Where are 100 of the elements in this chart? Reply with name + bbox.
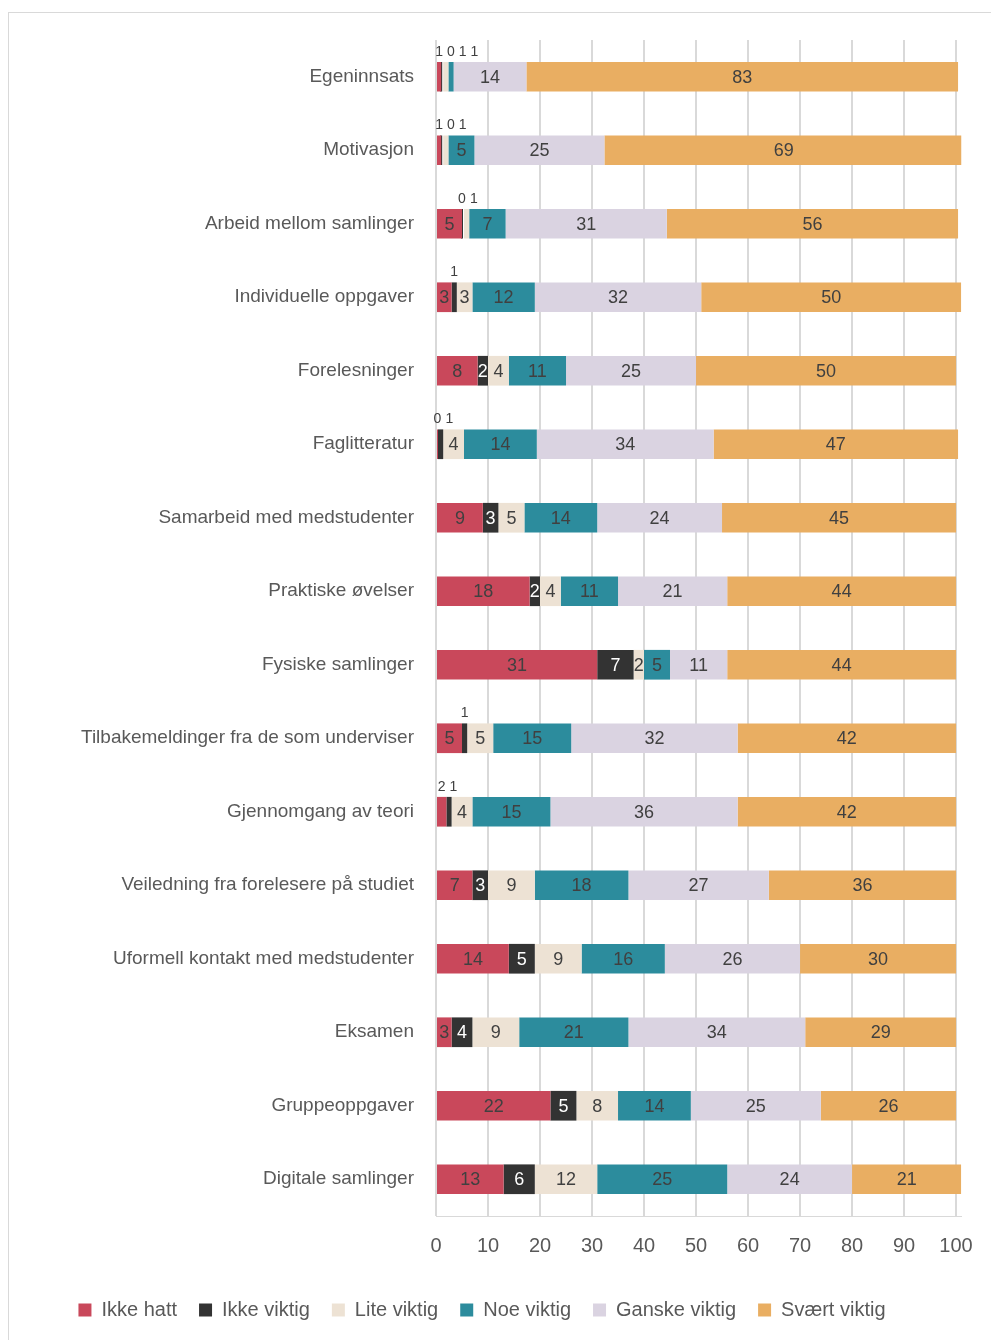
x-tick-label: 70 bbox=[788, 1233, 812, 1256]
y-tick-label: Praktiske øvelser bbox=[268, 579, 415, 601]
bar bbox=[540, 576, 561, 607]
data-label: 21 bbox=[896, 1169, 917, 1190]
data-label: 5 bbox=[506, 507, 517, 528]
legend-label: Ikke viktig bbox=[222, 1297, 310, 1320]
bar bbox=[464, 208, 470, 239]
y-tick-label: Gruppeoppgaver bbox=[271, 1093, 415, 1115]
bar bbox=[437, 1164, 504, 1195]
bar bbox=[467, 723, 494, 754]
x-tick-label: 60 bbox=[736, 1233, 760, 1256]
bar bbox=[443, 135, 449, 166]
x-tick-label: 10 bbox=[476, 1233, 500, 1256]
data-label: 45 bbox=[829, 507, 850, 528]
data-label: 12 bbox=[493, 287, 514, 308]
data-label: 30 bbox=[868, 948, 889, 969]
y-tick-label: Digitale samlinger bbox=[262, 1167, 415, 1189]
data-label: 27 bbox=[688, 875, 709, 896]
data-label: 36 bbox=[634, 801, 655, 822]
data-label: 1 bbox=[469, 189, 478, 206]
bar bbox=[493, 723, 572, 754]
data-label: 2 bbox=[633, 654, 644, 675]
data-label: 1 bbox=[458, 42, 467, 59]
bar bbox=[508, 355, 567, 386]
x-tick-label: 30 bbox=[580, 1233, 604, 1256]
bar bbox=[448, 135, 475, 166]
data-label: 2 bbox=[477, 360, 488, 381]
data-label: 26 bbox=[878, 1095, 899, 1116]
bar bbox=[438, 429, 444, 460]
data-label: 31 bbox=[576, 213, 597, 234]
bar bbox=[800, 943, 957, 974]
bar bbox=[550, 1090, 577, 1121]
data-label: 25 bbox=[529, 140, 550, 161]
data-label: 1 bbox=[458, 116, 467, 133]
data-label: 34 bbox=[706, 1022, 727, 1043]
bar bbox=[443, 61, 449, 92]
bar bbox=[437, 723, 462, 754]
data-label: 42 bbox=[836, 728, 857, 749]
data-label: 24 bbox=[649, 507, 670, 528]
y-tick-label: Arbeid mellom samlinger bbox=[204, 211, 415, 233]
bar bbox=[768, 870, 957, 901]
data-label: 32 bbox=[608, 287, 629, 308]
x-tick-label: 0 bbox=[430, 1233, 442, 1256]
bar bbox=[437, 943, 509, 974]
data-label: 9 bbox=[490, 1022, 501, 1043]
bar bbox=[472, 796, 551, 827]
y-tick-label: Veiledning fra forelesere på studiet bbox=[121, 873, 415, 895]
bar bbox=[437, 1090, 551, 1121]
data-label: 11 bbox=[580, 581, 599, 602]
data-label: 14 bbox=[550, 507, 571, 528]
y-tick-label: Samarbeid med medstudenter bbox=[158, 505, 415, 527]
legend-label: Svært viktig bbox=[781, 1297, 886, 1320]
bar bbox=[503, 1164, 535, 1195]
data-label: 5 bbox=[456, 140, 467, 161]
data-label: 44 bbox=[831, 581, 852, 602]
data-label: 3 bbox=[459, 287, 470, 308]
x-tick-label: 90 bbox=[892, 1233, 916, 1256]
data-label: 31 bbox=[507, 654, 528, 675]
data-label: 26 bbox=[722, 948, 743, 969]
bar bbox=[534, 943, 582, 974]
data-label: 14 bbox=[490, 434, 511, 455]
data-label: 11 bbox=[528, 360, 547, 381]
bar bbox=[443, 429, 464, 460]
data-label: 25 bbox=[621, 360, 642, 381]
x-tick-label: 50 bbox=[684, 1233, 708, 1256]
data-label: 36 bbox=[852, 875, 873, 896]
data-label: 56 bbox=[802, 213, 823, 234]
data-label: 3 bbox=[485, 507, 496, 528]
legend-label: Noe viktig bbox=[483, 1297, 572, 1320]
data-label: 22 bbox=[483, 1095, 504, 1116]
data-label: 44 bbox=[831, 654, 852, 675]
data-label: 1 bbox=[435, 116, 444, 133]
bar bbox=[727, 649, 957, 680]
data-label: 21 bbox=[662, 581, 683, 602]
data-label: 8 bbox=[452, 360, 463, 381]
bar bbox=[488, 870, 535, 901]
bar bbox=[437, 502, 483, 533]
x-tick-label: 80 bbox=[840, 1233, 864, 1256]
data-label: 5 bbox=[558, 1095, 569, 1116]
bar bbox=[560, 576, 619, 607]
bar bbox=[597, 1164, 728, 1195]
data-label: 1 bbox=[470, 42, 479, 59]
data-label: 32 bbox=[644, 728, 665, 749]
bar bbox=[446, 796, 452, 827]
data-label: 7 bbox=[482, 213, 493, 234]
data-label: 5 bbox=[475, 728, 486, 749]
y-tick-label: Gjennomgang av teori bbox=[227, 799, 414, 821]
data-label: 12 bbox=[556, 1169, 577, 1190]
data-label: 21 bbox=[563, 1022, 584, 1043]
bar bbox=[437, 796, 447, 827]
data-label: 8 bbox=[592, 1095, 603, 1116]
bar bbox=[820, 1090, 957, 1121]
data-label: 15 bbox=[501, 801, 522, 822]
bar bbox=[464, 429, 537, 460]
data-label: 9 bbox=[506, 875, 517, 896]
bar bbox=[701, 282, 962, 313]
data-label: 25 bbox=[745, 1095, 766, 1116]
data-label: 2 bbox=[437, 777, 446, 794]
data-label: 5 bbox=[652, 654, 663, 675]
y-tick-label: Uformell kontakt med medstudenter bbox=[113, 946, 415, 968]
